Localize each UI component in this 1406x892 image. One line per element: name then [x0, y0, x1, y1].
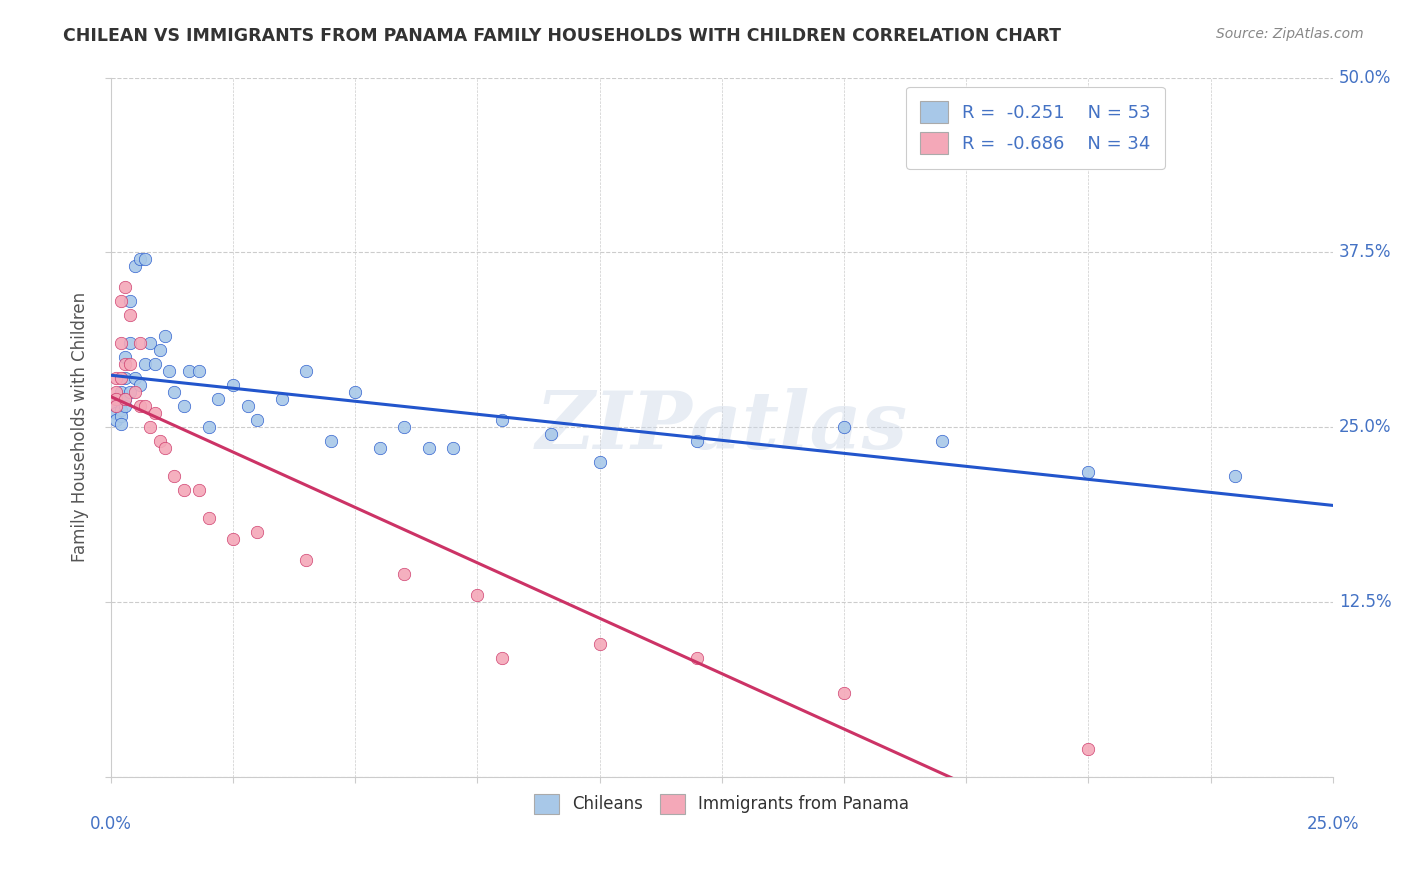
Point	[491, 650, 513, 665]
Point	[392, 420, 415, 434]
Point	[110, 371, 132, 385]
Point	[124, 385, 146, 400]
Point	[931, 434, 953, 448]
Point	[319, 434, 342, 448]
Text: 25.0%: 25.0%	[1339, 418, 1392, 436]
Point	[129, 378, 152, 392]
Point	[143, 406, 166, 420]
Point	[124, 260, 146, 274]
Point	[177, 364, 200, 378]
Point	[222, 378, 245, 392]
Point	[110, 395, 132, 409]
Point	[104, 392, 127, 406]
Point	[163, 385, 186, 400]
Point	[110, 409, 132, 423]
Point	[418, 441, 440, 455]
Point	[110, 403, 132, 417]
Legend: Chileans, Immigrants from Panama: Chileans, Immigrants from Panama	[527, 787, 917, 821]
Point	[104, 413, 127, 427]
Text: 12.5%: 12.5%	[1339, 593, 1392, 611]
Point	[832, 686, 855, 700]
Point	[686, 434, 709, 448]
Point	[114, 280, 136, 294]
Point	[246, 524, 269, 539]
Point	[129, 252, 152, 267]
Point	[139, 336, 162, 351]
Point	[392, 566, 415, 581]
Point	[173, 483, 195, 497]
Point	[120, 336, 142, 351]
Point	[149, 434, 172, 448]
Point	[441, 441, 464, 455]
Point	[110, 417, 132, 432]
Point	[134, 399, 156, 413]
Text: ZIPatlas: ZIPatlas	[536, 388, 908, 466]
Point	[295, 364, 318, 378]
Point	[467, 588, 489, 602]
Point	[114, 392, 136, 406]
Point	[114, 399, 136, 413]
Point	[187, 364, 209, 378]
Point	[104, 371, 127, 385]
Text: 37.5%: 37.5%	[1339, 244, 1392, 261]
Point	[588, 637, 610, 651]
Point	[120, 357, 142, 371]
Point	[159, 364, 181, 378]
Point	[491, 413, 513, 427]
Y-axis label: Family Households with Children: Family Households with Children	[72, 292, 89, 562]
Point	[187, 483, 209, 497]
Point	[120, 308, 142, 322]
Point	[832, 420, 855, 434]
Point	[270, 392, 292, 406]
Point	[236, 399, 259, 413]
Point	[686, 650, 709, 665]
Point	[1077, 741, 1099, 756]
Point	[104, 392, 127, 406]
Text: Source: ZipAtlas.com: Source: ZipAtlas.com	[1216, 27, 1364, 41]
Point	[588, 455, 610, 469]
Point	[110, 294, 132, 309]
Point	[124, 371, 146, 385]
Point	[139, 420, 162, 434]
Point	[110, 336, 132, 351]
Point	[134, 357, 156, 371]
Text: CHILEAN VS IMMIGRANTS FROM PANAMA FAMILY HOUSEHOLDS WITH CHILDREN CORRELATION CH: CHILEAN VS IMMIGRANTS FROM PANAMA FAMILY…	[63, 27, 1062, 45]
Point	[163, 469, 186, 483]
Point	[114, 350, 136, 364]
Point	[134, 252, 156, 267]
Point	[222, 532, 245, 546]
Point	[540, 427, 562, 442]
Point	[368, 441, 391, 455]
Point	[104, 392, 127, 406]
Point	[143, 357, 166, 371]
Point	[104, 399, 127, 413]
Text: 25.0%: 25.0%	[1306, 815, 1360, 833]
Text: 50.0%: 50.0%	[1339, 69, 1392, 87]
Point	[197, 420, 219, 434]
Point	[110, 385, 132, 400]
Point	[104, 385, 127, 400]
Point	[114, 371, 136, 385]
Point	[114, 392, 136, 406]
Point	[104, 406, 127, 420]
Point	[129, 399, 152, 413]
Point	[295, 553, 318, 567]
Point	[173, 399, 195, 413]
Point	[149, 343, 172, 358]
Point	[104, 399, 127, 413]
Point	[1223, 469, 1246, 483]
Text: 0.0%: 0.0%	[90, 815, 132, 833]
Point	[207, 392, 229, 406]
Point	[246, 413, 269, 427]
Point	[1077, 465, 1099, 479]
Point	[153, 441, 176, 455]
Point	[120, 294, 142, 309]
Point	[197, 511, 219, 525]
Point	[344, 385, 367, 400]
Point	[120, 385, 142, 400]
Point	[129, 336, 152, 351]
Point	[114, 357, 136, 371]
Point	[153, 329, 176, 343]
